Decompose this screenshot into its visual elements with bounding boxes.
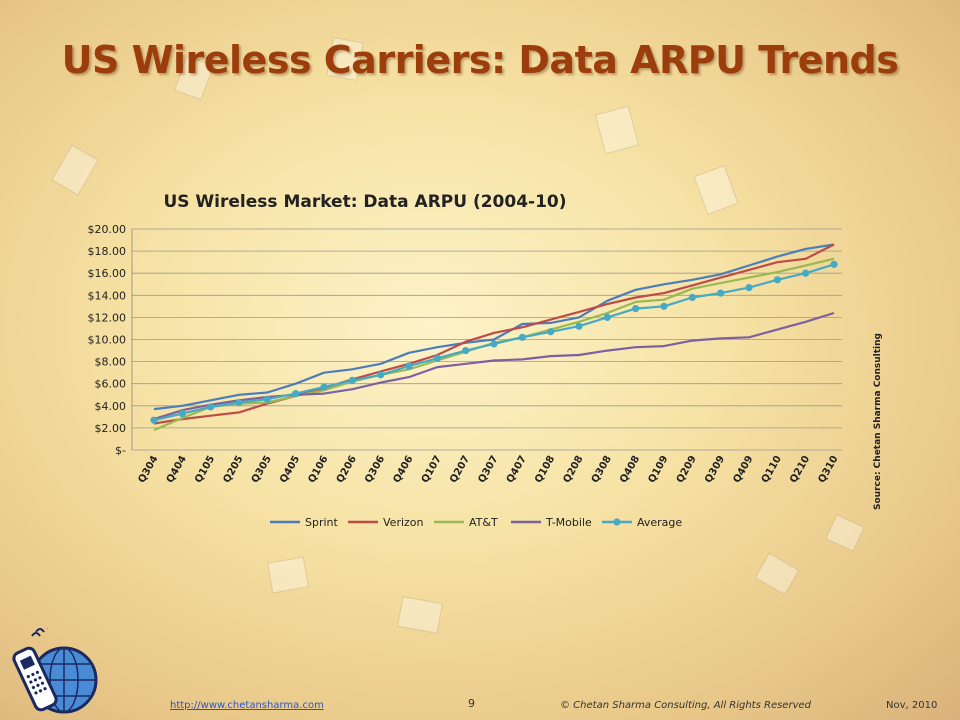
page-number: 9 — [468, 697, 475, 710]
x-tick-label: Q209 — [675, 454, 699, 485]
data-point — [433, 354, 441, 362]
data-point — [688, 293, 696, 302]
x-tick-label: Q107 — [420, 454, 444, 485]
website-link[interactable]: http://www.chetansharma.com — [170, 700, 324, 711]
data-point — [830, 260, 838, 268]
y-tick-label: $14.00 — [88, 289, 127, 302]
y-tick-label: $8.00 — [95, 356, 127, 369]
data-point — [745, 283, 753, 292]
data-point — [518, 333, 526, 341]
copyright-text: © Chetan Sharma Consulting, All Rights R… — [560, 700, 811, 711]
x-tick-label: Q305 — [250, 454, 274, 485]
y-tick-label: $10.00 — [88, 334, 127, 347]
data-point — [292, 390, 300, 398]
x-tick-label: Q408 — [618, 454, 642, 485]
x-tick-label: Q210 — [788, 454, 812, 485]
data-point — [150, 416, 158, 424]
data-point — [462, 346, 470, 355]
y-tick-label: $16.00 — [88, 267, 127, 280]
data-point — [660, 302, 668, 310]
chart-container: US Wireless Market: Data ARPU (2004-10) $… — [80, 175, 880, 545]
x-tick-label: Q409 — [731, 454, 755, 485]
x-tick-label: Q108 — [533, 454, 557, 485]
legend-label: T-Mobile — [545, 516, 592, 529]
data-point — [320, 383, 328, 391]
globe-phone-logo-icon — [12, 628, 98, 714]
x-tick-label: Q306 — [363, 454, 387, 485]
x-tick-label: Q207 — [448, 454, 472, 485]
data-point — [547, 328, 555, 336]
x-tick-label: Q208 — [561, 454, 585, 485]
data-point — [178, 409, 186, 418]
x-tick-label: Q404 — [165, 454, 189, 485]
data-point — [263, 395, 271, 403]
x-tick-label: Q310 — [816, 454, 840, 485]
data-point — [490, 340, 498, 348]
y-tick-label: $6.00 — [95, 378, 127, 391]
data-point — [348, 376, 356, 384]
x-tick-label: Q308 — [590, 454, 614, 485]
legend-label: AT&T — [469, 516, 498, 529]
source-note: Source: Chetan Sharma Consulting — [873, 333, 883, 510]
y-tick-label: $20.00 — [88, 223, 127, 236]
data-point — [773, 276, 781, 284]
x-tick-label: Q406 — [391, 454, 415, 485]
y-tick-label: $- — [115, 444, 126, 457]
x-tick-label: Q109 — [646, 454, 670, 485]
x-tick-label: Q309 — [703, 454, 727, 485]
x-tick-label: Q405 — [278, 454, 302, 485]
data-point — [235, 398, 243, 407]
data-point — [377, 371, 385, 379]
x-tick-label: Q407 — [505, 454, 529, 485]
data-point — [632, 304, 640, 313]
legend-label: Verizon — [383, 516, 424, 529]
x-tick-label: Q206 — [335, 454, 359, 485]
x-tick-label: Q307 — [476, 454, 500, 485]
series-line-sprint — [153, 243, 835, 411]
chart-title: US Wireless Market: Data ARPU (2004-10) — [163, 192, 566, 212]
data-point — [405, 362, 413, 370]
data-point — [603, 313, 611, 321]
data-point — [802, 269, 810, 277]
x-tick-label: Q106 — [306, 454, 330, 485]
y-tick-label: $2.00 — [95, 422, 127, 435]
slide-title: US Wireless Carriers: Data ARPU Trends — [61, 38, 899, 82]
x-tick-label: Q110 — [760, 454, 784, 485]
x-tick-label: Q105 — [193, 454, 217, 485]
slide-date: Nov, 2010 — [886, 700, 938, 711]
x-tick-label: Q205 — [221, 454, 245, 485]
legend-label: Average — [637, 516, 682, 529]
y-tick-label: $18.00 — [88, 245, 127, 258]
legend-marker — [613, 518, 621, 526]
y-tick-label: $12.00 — [88, 311, 127, 324]
data-point — [717, 289, 725, 297]
legend-label: Sprint — [305, 516, 339, 529]
line-chart: US Wireless Market: Data ARPU (2004-10) $… — [88, 192, 842, 529]
x-tick-label: Q304 — [136, 454, 160, 485]
data-point — [575, 322, 583, 330]
y-tick-label: $4.00 — [95, 400, 127, 413]
data-point — [207, 403, 215, 411]
